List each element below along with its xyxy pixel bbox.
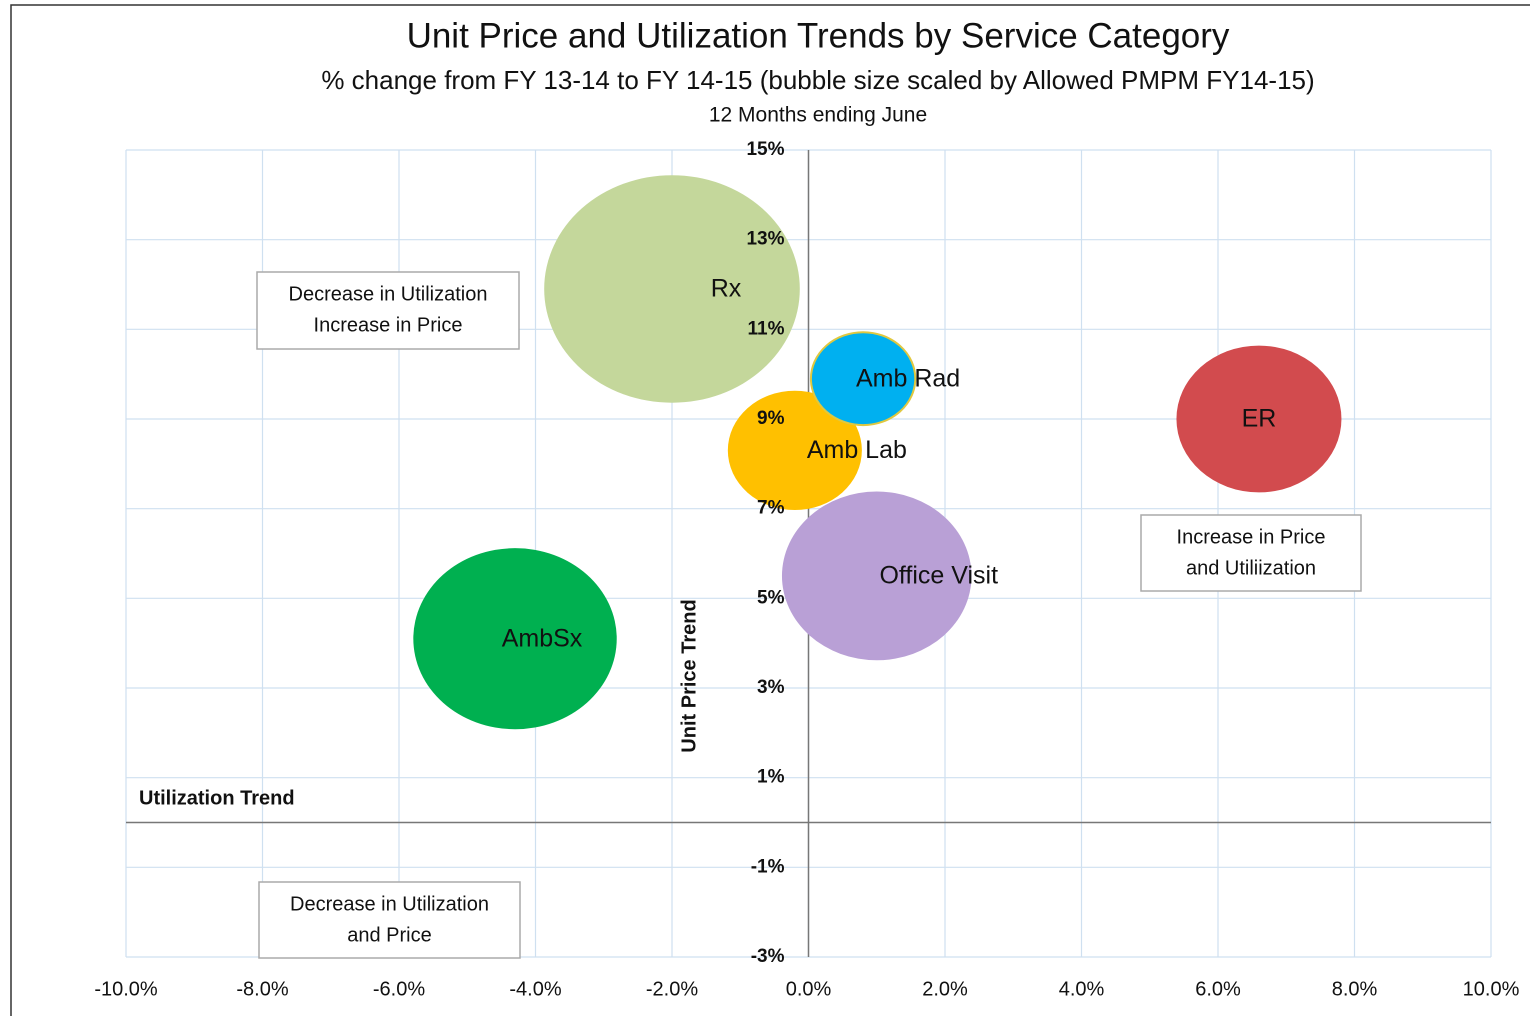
bubbles — [413, 175, 1342, 730]
y-tick-label: -3% — [751, 946, 785, 967]
bubble — [1176, 345, 1342, 493]
annotation-text: Increase in Price — [1177, 526, 1326, 548]
bubble-label: Rx — [711, 275, 742, 303]
bubble-label: AmbSx — [502, 624, 583, 652]
chart-subtitle: % change from FY 13-14 to FY 14-15 (bubb… — [321, 65, 1314, 95]
x-tick-label: -2.0% — [646, 978, 698, 1000]
y-tick-label: 5% — [757, 587, 785, 608]
annotation-text: Increase in Price — [314, 314, 463, 336]
y-tick-label: 9% — [757, 408, 785, 429]
bubble — [809, 331, 917, 427]
annotation-box — [1140, 514, 1362, 592]
bubble-label: Office Visit — [879, 562, 998, 590]
y-tick-label: 15% — [746, 139, 784, 160]
y-tick-label: 7% — [757, 498, 785, 519]
chart-title: Unit Price and Utilization Trends by Ser… — [407, 16, 1230, 55]
x-tick-label: 8.0% — [1332, 978, 1378, 1000]
labels: Rx AmbSx ER Office Visit Amb Lab Amb Rad — [502, 275, 1277, 653]
y-tick-label: 3% — [757, 677, 785, 698]
annotation-box — [258, 881, 521, 959]
chart-subtitle2: 12 Months ending June — [709, 104, 927, 127]
x-tick-label: -10.0% — [94, 978, 158, 1000]
bubble — [781, 491, 972, 661]
x-axis-title: Utilization Trend — [139, 787, 295, 809]
y-tick-label: 11% — [748, 318, 785, 339]
y-tick-label: 13% — [746, 229, 784, 250]
annotation-text: Decrease in Utilization — [290, 893, 489, 915]
annotation-text: and Utiliization — [1186, 557, 1316, 579]
bubble-label: Amb Rad — [856, 364, 960, 392]
annotation-box — [256, 271, 520, 350]
x-tick-label: -4.0% — [509, 978, 561, 1000]
annotation-text: and Price — [347, 924, 432, 946]
annotation-text: Decrease in Utilization — [289, 283, 488, 305]
x-tick-label: 6.0% — [1195, 978, 1241, 1000]
bubble-label: Amb Lab — [807, 436, 907, 464]
x-tick-label: 10.0% — [1463, 978, 1520, 1000]
y-axis-title: Unit Price Trend — [678, 599, 700, 752]
chart-frame — [10, 4, 1530, 1016]
bubble-label: ER — [1242, 405, 1277, 433]
bubble — [544, 175, 800, 403]
x-tick-label: 0.0% — [786, 978, 832, 1000]
x-tick-label: 2.0% — [922, 978, 968, 1000]
x-tick-label: -6.0% — [373, 978, 425, 1000]
x-tick-label: -8.0% — [236, 978, 288, 1000]
y-tick-label: -1% — [751, 856, 785, 877]
y-tick-label: 1% — [757, 767, 785, 788]
bubble — [727, 390, 862, 511]
bubble — [413, 548, 617, 730]
x-tick-label: 4.0% — [1059, 978, 1105, 1000]
